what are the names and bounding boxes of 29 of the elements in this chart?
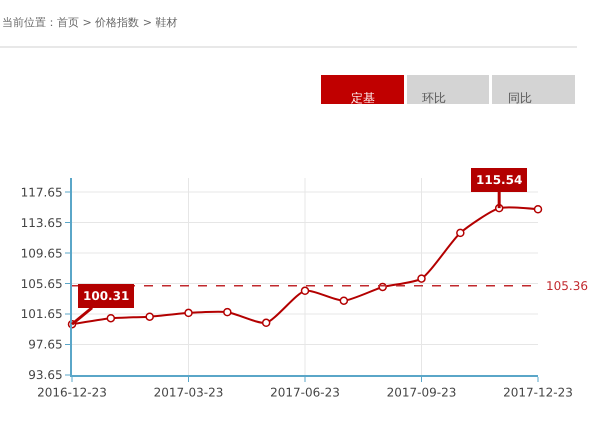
ref-line-label: 105.36 [546,279,588,293]
text: 同比 [508,91,532,105]
point [145,312,154,321]
point [223,308,232,316]
x-tick-label: 2017-06-23 [270,385,340,400]
point [340,296,348,305]
point [456,228,465,238]
y-tick-label: 117.65 [20,185,63,200]
point [417,274,426,283]
y-tick-label: 101.65 [20,307,63,322]
x-tick-label: 2017-12-23 [503,385,573,400]
data-label: 100.31 [83,289,130,303]
y-tick-label: 109.65 [20,246,63,260]
y-tick-label: 113.65 [20,216,63,230]
y-tick-label: 97.65 [28,338,63,352]
data-label: 115.54 [476,173,522,187]
point [534,205,542,214]
chart-title: 当前位置：首页 > 价格指数 > 鞋材 [2,16,178,29]
text: 定基 [351,91,375,105]
y-tick-label: 105.65 [20,276,63,291]
point [300,286,310,296]
x-tick-label: 2016-12-23 [37,385,107,400]
y-tick-label: 93.65 [28,368,63,382]
point [184,308,193,318]
x-tick-label: 2017-03-23 [154,385,224,400]
x-tick-label: 2017-09-23 [386,385,456,400]
point [262,318,270,328]
point [106,314,116,322]
text: 环比 [422,91,446,105]
